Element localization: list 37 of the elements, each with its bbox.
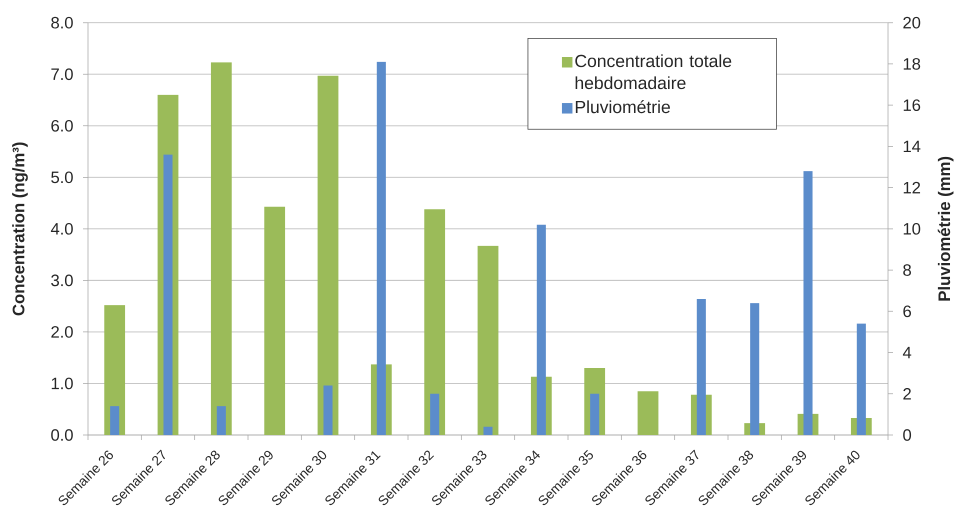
bar (430, 394, 440, 435)
y2-tick-label: 8 (903, 264, 911, 276)
y2-tick-label: 10 (904, 223, 920, 235)
bar (318, 76, 338, 435)
bar (590, 394, 600, 435)
bar (478, 246, 498, 435)
y-axis-title: Concentration (ng/m³) (12, 142, 28, 316)
legend-label: Concentration totale hebdomadaire (575, 54, 732, 90)
y2-tick-label: 2 (903, 388, 911, 400)
y-tick-label: 6.0 (51, 120, 73, 132)
y-tick-label: 7.0 (51, 68, 73, 80)
y2-tick-label: 16 (904, 99, 920, 111)
y-tick-label: 2.0 (51, 326, 73, 338)
bar (483, 426, 493, 435)
bar (210, 62, 232, 435)
legend-label: Pluviométrie (576, 100, 670, 114)
y-tick-label: 8.0 (51, 16, 73, 29)
y-tick-label: 4.0 (50, 223, 73, 235)
y2-tick-label: 0 (903, 429, 912, 441)
y2-tick-label: 18 (904, 58, 920, 70)
bar (104, 305, 126, 435)
y2-tick-label: 14 (904, 140, 920, 152)
bar (110, 406, 120, 435)
y-tick-label: 3.0 (51, 274, 73, 286)
y2-tick-label: 4 (902, 346, 912, 358)
y2-tick-label: 12 (904, 182, 920, 194)
y2-axis-title: Pluviométrie (mm) (938, 156, 954, 301)
bar (638, 391, 658, 435)
bar (264, 206, 286, 435)
bar (424, 209, 446, 435)
y2-tick-label: 20 (903, 16, 920, 29)
bar (216, 406, 226, 435)
y-tick-label: 1.0 (52, 378, 73, 390)
y2-tick-label: 6 (903, 305, 911, 318)
y-tick-label: 0.0 (51, 429, 73, 441)
bar (323, 386, 333, 435)
y-tick-label: 5.0 (51, 171, 73, 184)
